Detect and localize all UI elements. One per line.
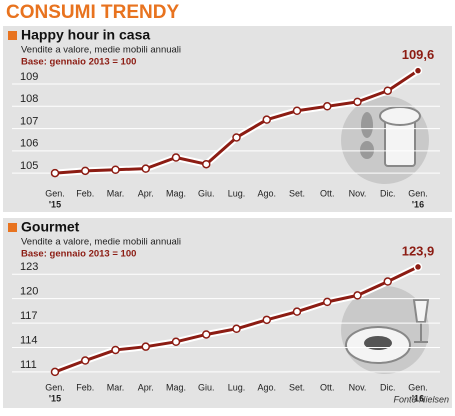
point bbox=[232, 133, 241, 142]
y-tick-label: 117 bbox=[20, 310, 38, 322]
point bbox=[81, 166, 90, 176]
x-tick-label: Ott. bbox=[320, 382, 335, 392]
x-tick-label: Ott. bbox=[320, 188, 335, 198]
y-tick-label: 109 bbox=[20, 71, 38, 83]
chart-title: Happy hour in casa bbox=[21, 27, 150, 43]
page-title: CONSUMI TRENDY bbox=[6, 2, 179, 23]
x-tick-label: Feb. bbox=[76, 188, 94, 198]
point bbox=[323, 297, 332, 307]
x-tick-label: Apr. bbox=[138, 382, 154, 392]
point bbox=[171, 153, 181, 162]
x-tick-label: Feb. bbox=[76, 382, 94, 392]
point bbox=[353, 291, 362, 300]
point bbox=[141, 164, 150, 173]
point bbox=[383, 86, 392, 95]
x-tick-label: Dic. bbox=[380, 188, 396, 198]
point bbox=[262, 315, 271, 325]
x-year-label: '16 bbox=[412, 199, 424, 209]
y-tick-label: 111 bbox=[20, 359, 37, 371]
title-square bbox=[8, 31, 17, 40]
x-tick-label: Apr. bbox=[138, 188, 154, 198]
x-tick-label: Mag. bbox=[166, 188, 186, 198]
x-tick-label: Gen. bbox=[408, 188, 428, 198]
x-tick-label: Giu. bbox=[198, 382, 215, 392]
x-tick-label: Gen. bbox=[408, 382, 428, 392]
point bbox=[50, 168, 60, 178]
point bbox=[413, 66, 423, 75]
x-tick-label: Nov. bbox=[349, 382, 367, 392]
x-tick-label: Mar. bbox=[107, 382, 125, 392]
y-tick-label: 123 bbox=[20, 261, 38, 273]
point bbox=[111, 345, 120, 355]
source: Fonte Nielsen bbox=[393, 394, 449, 404]
value-label: 109,6 bbox=[402, 47, 435, 62]
value-label: 123,9 bbox=[402, 243, 435, 258]
point bbox=[262, 115, 271, 124]
y-tick-label: 105 bbox=[20, 160, 38, 172]
point bbox=[171, 337, 181, 347]
y-tick-label: 108 bbox=[20, 93, 38, 105]
x-tick-label: Lug. bbox=[228, 188, 246, 198]
point bbox=[323, 102, 332, 111]
x-year-label: '15 bbox=[49, 393, 61, 403]
x-tick-label: Set. bbox=[289, 382, 305, 392]
point bbox=[202, 159, 211, 169]
point bbox=[232, 324, 241, 334]
icon-drinks bbox=[341, 96, 429, 184]
x-year-label: '16 bbox=[412, 393, 424, 403]
x-tick-label: Gen. bbox=[45, 188, 65, 198]
x-tick-label: Set. bbox=[289, 188, 305, 198]
chart-note: Base: gennaio 2013 = 100 bbox=[21, 249, 136, 260]
point bbox=[81, 356, 90, 365]
chart-subtitle: Vendite a valore, medie mobili annuali bbox=[21, 237, 181, 248]
x-tick-label: Gen. bbox=[45, 382, 65, 392]
x-tick-label: Dic. bbox=[380, 382, 396, 392]
point bbox=[383, 277, 392, 286]
point bbox=[202, 330, 211, 339]
point bbox=[292, 307, 302, 316]
y-tick-label: 120 bbox=[20, 286, 38, 298]
x-tick-label: Ago. bbox=[257, 382, 276, 392]
point bbox=[353, 97, 362, 107]
icon-caviar bbox=[341, 286, 430, 374]
point bbox=[141, 342, 150, 351]
x-tick-label: Lug. bbox=[228, 382, 246, 392]
point bbox=[413, 262, 423, 272]
point bbox=[111, 165, 120, 175]
y-tick-label: 107 bbox=[20, 115, 38, 127]
title-square bbox=[8, 223, 17, 232]
x-tick-label: Giu. bbox=[198, 188, 215, 198]
point bbox=[50, 367, 60, 377]
y-tick-label: 106 bbox=[20, 138, 38, 150]
chart-subtitle: Vendite a valore, medie mobili annuali bbox=[21, 45, 181, 56]
x-tick-label: Mag. bbox=[166, 382, 186, 392]
x-tick-label: Mar. bbox=[107, 188, 125, 198]
chart-title: Gourmet bbox=[21, 219, 80, 235]
x-tick-label: Ago. bbox=[257, 188, 276, 198]
point bbox=[292, 106, 302, 116]
chart-note: Base: gennaio 2013 = 100 bbox=[21, 57, 136, 68]
x-tick-label: Nov. bbox=[349, 188, 367, 198]
y-tick-label: 114 bbox=[20, 334, 38, 346]
x-year-label: '15 bbox=[49, 199, 61, 209]
